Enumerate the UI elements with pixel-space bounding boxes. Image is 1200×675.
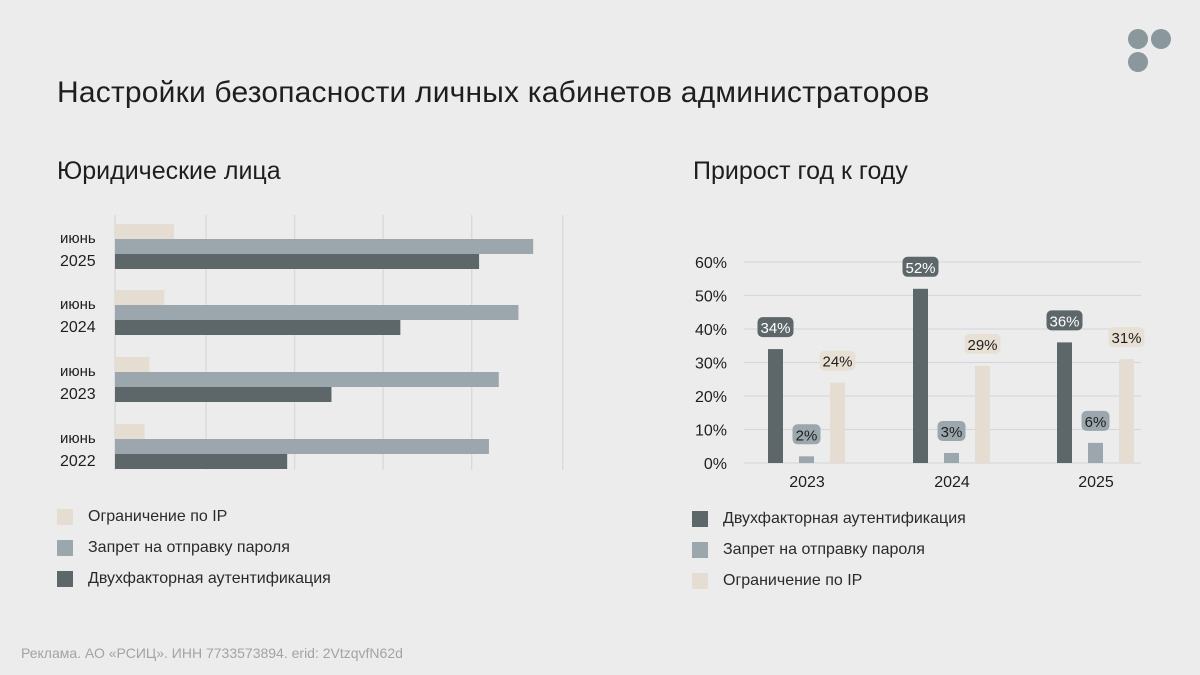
page-title: Настройки безопасности личных кабинетов … — [57, 76, 930, 109]
bar-ip-2025 — [1119, 359, 1134, 463]
data-label-badge — [964, 333, 1001, 354]
legend-item-twofa: Двухфакторная аутентификация — [57, 563, 331, 594]
legend-label-password: Запрет на отправку пароля — [723, 540, 925, 558]
legend-label-twofa: Двухфакторная аутентификация — [723, 509, 966, 527]
category-label-year: 2023 — [60, 386, 96, 403]
category-label-month: июнь — [60, 363, 96, 380]
legend-label-password: Запрет на отправку пароля — [88, 538, 290, 556]
left-chart-legend: Ограничение по IP Запрет на отправку пар… — [57, 501, 331, 594]
x-tick-label: 2025 — [1078, 474, 1114, 491]
data-label: 24% — [822, 354, 852, 371]
bar-twofa-2023 — [768, 349, 783, 463]
data-label: 2% — [796, 427, 818, 444]
logo-icon — [1128, 29, 1171, 72]
bar-ip-2023 — [115, 357, 150, 372]
bar-ip-2025 — [115, 224, 175, 239]
category-label-month: июнь — [60, 230, 96, 247]
legend-label-twofa: Двухфакторная аутентификация — [88, 569, 331, 587]
bar-password-2025 — [115, 239, 534, 254]
legend-label-ip: Ограничение по IP — [723, 571, 863, 589]
right-chart-legend: Двухфакторная аутентификация Запрет на о… — [692, 503, 966, 596]
bar-password-2024 — [115, 305, 519, 320]
data-label: 52% — [905, 260, 935, 277]
data-label-badge — [1046, 310, 1083, 331]
data-label-badge — [1081, 410, 1110, 431]
legend-label-ip: Ограничение по IP — [88, 507, 228, 525]
data-label-badge — [757, 317, 794, 338]
bar-twofa-2025 — [1057, 342, 1072, 463]
x-tick-label: 2023 — [789, 474, 825, 491]
legend-swatch-twofa — [57, 570, 73, 587]
data-label-badge — [937, 420, 966, 441]
legend-item-password: Запрет на отправку пароля — [692, 534, 966, 565]
bar-password-2023 — [115, 372, 499, 387]
data-label-badge — [1108, 327, 1145, 348]
category-label-month: июнь — [60, 430, 96, 447]
legend-swatch-password — [57, 539, 73, 556]
bar-ip-2024 — [115, 290, 165, 305]
bar-ip-2023 — [830, 382, 845, 463]
bar-twofa-2025 — [115, 254, 480, 269]
bar-twofa-2023 — [115, 387, 332, 402]
right-chart-title: Прирост год к году — [693, 157, 908, 185]
logo-dot-bottom-left — [1128, 52, 1148, 72]
logo-dot-top-right — [1151, 29, 1171, 49]
y-tick-label: 30% — [695, 356, 727, 373]
y-tick-label: 10% — [695, 423, 727, 440]
y-tick-label: 20% — [695, 389, 727, 406]
y-tick-label: 50% — [695, 289, 727, 306]
data-label: 31% — [1111, 330, 1141, 347]
legend-swatch-ip — [57, 508, 73, 525]
bar-ip-2022 — [115, 424, 145, 439]
bar-password-2025 — [1088, 442, 1103, 463]
category-label-month: июнь — [60, 296, 96, 313]
legend-item-ip: Ограничение по IP — [57, 501, 331, 532]
data-label-badge — [819, 350, 856, 371]
legend-swatch-twofa — [692, 510, 708, 527]
legend-item-twofa: Двухфакторная аутентификация — [692, 503, 966, 534]
bar-password-2024 — [944, 452, 959, 463]
data-label: 6% — [1085, 414, 1107, 431]
y-tick-label: 60% — [695, 255, 727, 272]
y-tick-label: 0% — [704, 456, 727, 473]
category-label-year: 2025 — [60, 253, 96, 270]
bar-twofa-2024 — [913, 288, 928, 463]
data-label-badge — [792, 424, 821, 445]
legend-swatch-ip — [692, 572, 708, 589]
left-chart-title: Юридические лица — [57, 157, 281, 185]
data-label: 29% — [967, 337, 997, 354]
category-label-year: 2024 — [60, 319, 96, 336]
legend-item-ip: Ограничение по IP — [692, 565, 966, 596]
bar-password-2022 — [115, 439, 489, 454]
bar-twofa-2024 — [115, 320, 401, 335]
logo-dot-top-left — [1128, 29, 1148, 49]
data-label: 34% — [760, 320, 790, 337]
bar-password-2023 — [799, 456, 814, 463]
category-label-year: 2022 — [60, 453, 96, 470]
x-tick-label: 2024 — [934, 474, 970, 491]
data-label-badge — [902, 256, 939, 277]
y-tick-label: 40% — [695, 322, 727, 339]
bar-ip-2024 — [975, 365, 990, 463]
legend-item-password: Запрет на отправку пароля — [57, 532, 331, 563]
ad-disclaimer: Реклама. АО «РСИЦ». ИНН 7733573894. erid… — [21, 645, 403, 661]
data-label: 3% — [941, 424, 963, 441]
bar-twofa-2022 — [115, 454, 288, 469]
data-label: 36% — [1049, 313, 1079, 330]
legend-swatch-password — [692, 541, 708, 558]
